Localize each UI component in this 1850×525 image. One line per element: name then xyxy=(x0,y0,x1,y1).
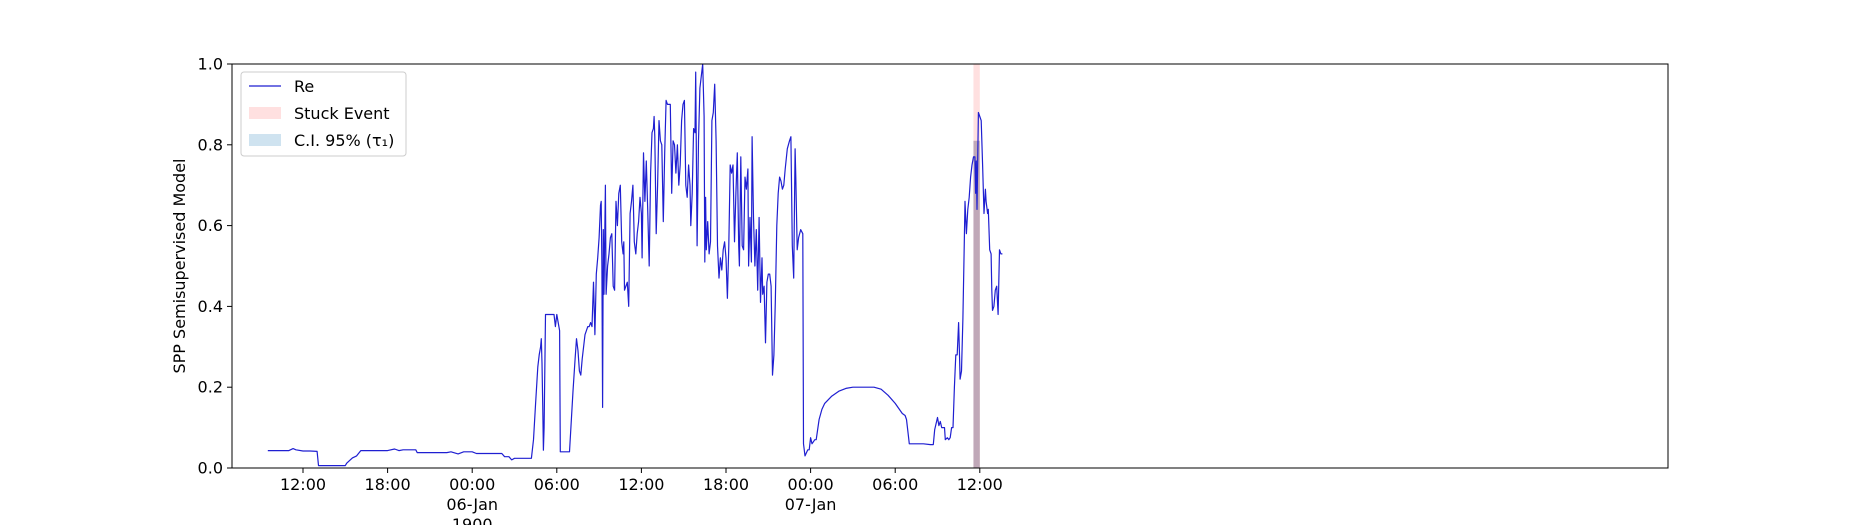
series-line-re xyxy=(267,64,1003,467)
x-tick-label: 12:00 xyxy=(618,475,664,494)
ci-band-layer xyxy=(973,64,980,468)
x-tick-label: 06:00 xyxy=(872,475,918,494)
x-tick-label: 00:00 xyxy=(449,475,495,494)
x-tick-date-label: 06-Jan xyxy=(446,495,498,514)
y-tick-label: 0.6 xyxy=(198,216,223,235)
legend: Re Stuck Event C.I. 95% (τ₁) xyxy=(240,71,407,157)
legend-patch-swatch xyxy=(249,134,281,146)
ci-band xyxy=(973,140,980,468)
y-axis: 0.0 0.2 0.4 0.6 0.8 1.0 xyxy=(198,55,232,478)
y-tick-label: 1.0 xyxy=(198,55,223,74)
x-tick-label: 12:00 xyxy=(280,475,326,494)
plot-frame xyxy=(231,63,1669,469)
x-tick-year-label: 1900 xyxy=(452,515,493,525)
legend-label: Stuck Event xyxy=(294,104,390,123)
x-tick-date-label: 07-Jan xyxy=(785,495,837,514)
y-tick-label: 0.2 xyxy=(198,378,223,397)
legend-box xyxy=(240,71,407,157)
legend-patch-swatch xyxy=(249,107,281,119)
x-tick-label: 18:00 xyxy=(365,475,411,494)
legend-label: C.I. 95% (τ₁) xyxy=(294,131,394,150)
series-layer xyxy=(267,64,1003,467)
y-tick-label: 0.8 xyxy=(198,135,223,154)
x-tick-label: 12:00 xyxy=(957,475,1003,494)
x-tick-label: 06:00 xyxy=(534,475,580,494)
y-tick-label: 0.0 xyxy=(198,459,223,478)
x-tick-label: 00:00 xyxy=(788,475,834,494)
y-axis-label: SPP Semisupervised Model xyxy=(170,159,189,374)
legend-label: Re xyxy=(294,77,314,96)
y-tick-label: 0.4 xyxy=(198,297,223,316)
x-tick-label: 18:00 xyxy=(703,475,749,494)
